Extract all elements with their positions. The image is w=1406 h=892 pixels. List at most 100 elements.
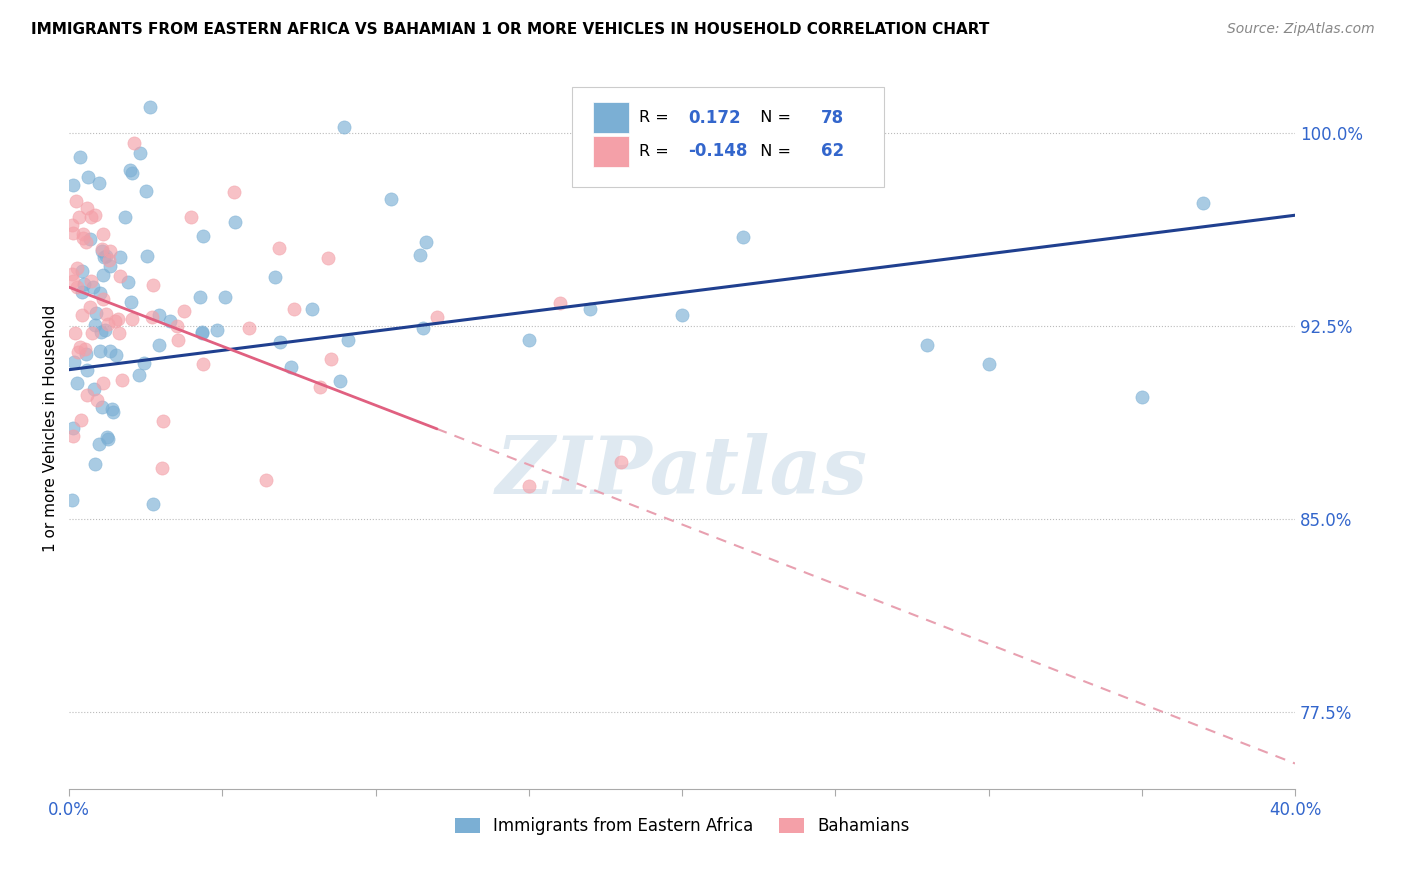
Point (91, 268, 114, 282)
Point (91, 376, 114, 390)
Point (129, 145, 152, 160)
Point (66, 260, 89, 275)
Point (80, 274, 103, 288)
Point (1192, 196, 1215, 211)
Point (67, 210, 90, 224)
Point (84, 318, 107, 332)
Point (76, 201, 98, 215)
Point (66, 280, 89, 294)
Bar (593, 136, 630, 167)
Point (412, 321, 434, 335)
Point (190, 325, 212, 339)
Point (135, 185, 157, 199)
Point (83, 208, 105, 222)
Point (111, 373, 134, 387)
Point (72, 231, 94, 245)
Point (84, 305, 107, 319)
Bar (593, 103, 630, 133)
Point (142, 497, 165, 511)
Point (380, 192, 402, 206)
Point (167, 333, 190, 347)
Legend: Immigrants from Eastern Africa, Bahamians: Immigrants from Eastern Africa, Bahamian… (456, 817, 910, 835)
Point (97, 318, 120, 332)
Y-axis label: 1 or more Vehicles in Household: 1 or more Vehicles in Household (44, 305, 58, 552)
Text: N =: N = (749, 110, 796, 125)
Point (63, 326, 86, 340)
Point (426, 310, 449, 324)
Text: 62: 62 (821, 143, 844, 161)
Point (548, 296, 571, 310)
Text: -0.148: -0.148 (689, 143, 748, 161)
Point (96, 249, 118, 263)
Point (62, 354, 84, 368)
Point (148, 308, 170, 322)
Point (159, 314, 181, 328)
Point (610, 455, 633, 469)
Text: Source: ZipAtlas.com: Source: ZipAtlas.com (1227, 22, 1375, 37)
Text: ZIPatlas: ZIPatlas (496, 434, 868, 511)
Point (579, 301, 602, 316)
Point (96, 307, 118, 321)
Point (166, 318, 188, 333)
Point (114, 210, 136, 224)
Point (83, 458, 105, 472)
Point (72, 227, 94, 241)
Point (75, 235, 97, 249)
Point (517, 333, 540, 347)
Point (70, 264, 93, 278)
Point (173, 304, 195, 318)
Text: R =: R = (640, 110, 673, 125)
Point (89, 286, 111, 301)
Point (671, 308, 693, 322)
Point (150, 460, 173, 475)
Point (104, 314, 127, 328)
Point (120, 294, 142, 309)
Point (76, 388, 98, 402)
Point (142, 278, 165, 293)
Point (62, 429, 84, 443)
Point (301, 301, 323, 316)
Point (917, 338, 939, 352)
Point (101, 405, 124, 419)
Point (191, 358, 214, 372)
Point (205, 323, 228, 337)
Point (69, 340, 91, 354)
FancyBboxPatch shape (572, 87, 884, 187)
Point (91, 400, 114, 414)
Point (108, 326, 131, 341)
Point (98, 244, 121, 259)
Point (214, 290, 236, 304)
Point (91, 227, 114, 242)
Point (60, 219, 83, 233)
Point (62, 178, 84, 192)
Point (73, 277, 96, 291)
Text: 78: 78 (821, 109, 844, 127)
Point (264, 270, 287, 285)
Point (238, 321, 260, 335)
Point (517, 479, 540, 493)
Point (86, 392, 108, 407)
Point (121, 312, 143, 326)
Point (415, 235, 437, 249)
Point (224, 215, 246, 229)
Point (409, 248, 432, 262)
Point (152, 414, 174, 428)
Point (222, 185, 245, 199)
Point (333, 120, 356, 135)
Point (117, 275, 139, 289)
Point (79, 300, 101, 314)
Text: IMMIGRANTS FROM EASTERN AFRICA VS BAHAMIAN 1 OR MORE VEHICLES IN HOUSEHOLD CORRE: IMMIGRANTS FROM EASTERN AFRICA VS BAHAMI… (31, 22, 990, 37)
Point (98, 260, 121, 274)
Point (269, 241, 291, 255)
Point (72, 285, 94, 299)
Point (269, 335, 291, 350)
Text: R =: R = (640, 144, 673, 159)
Point (62, 226, 84, 240)
Text: 0.172: 0.172 (689, 109, 741, 127)
Point (180, 211, 202, 225)
Point (91, 243, 114, 257)
Point (60, 492, 83, 507)
Point (977, 357, 1000, 371)
Point (87, 177, 110, 191)
Point (77, 169, 100, 184)
